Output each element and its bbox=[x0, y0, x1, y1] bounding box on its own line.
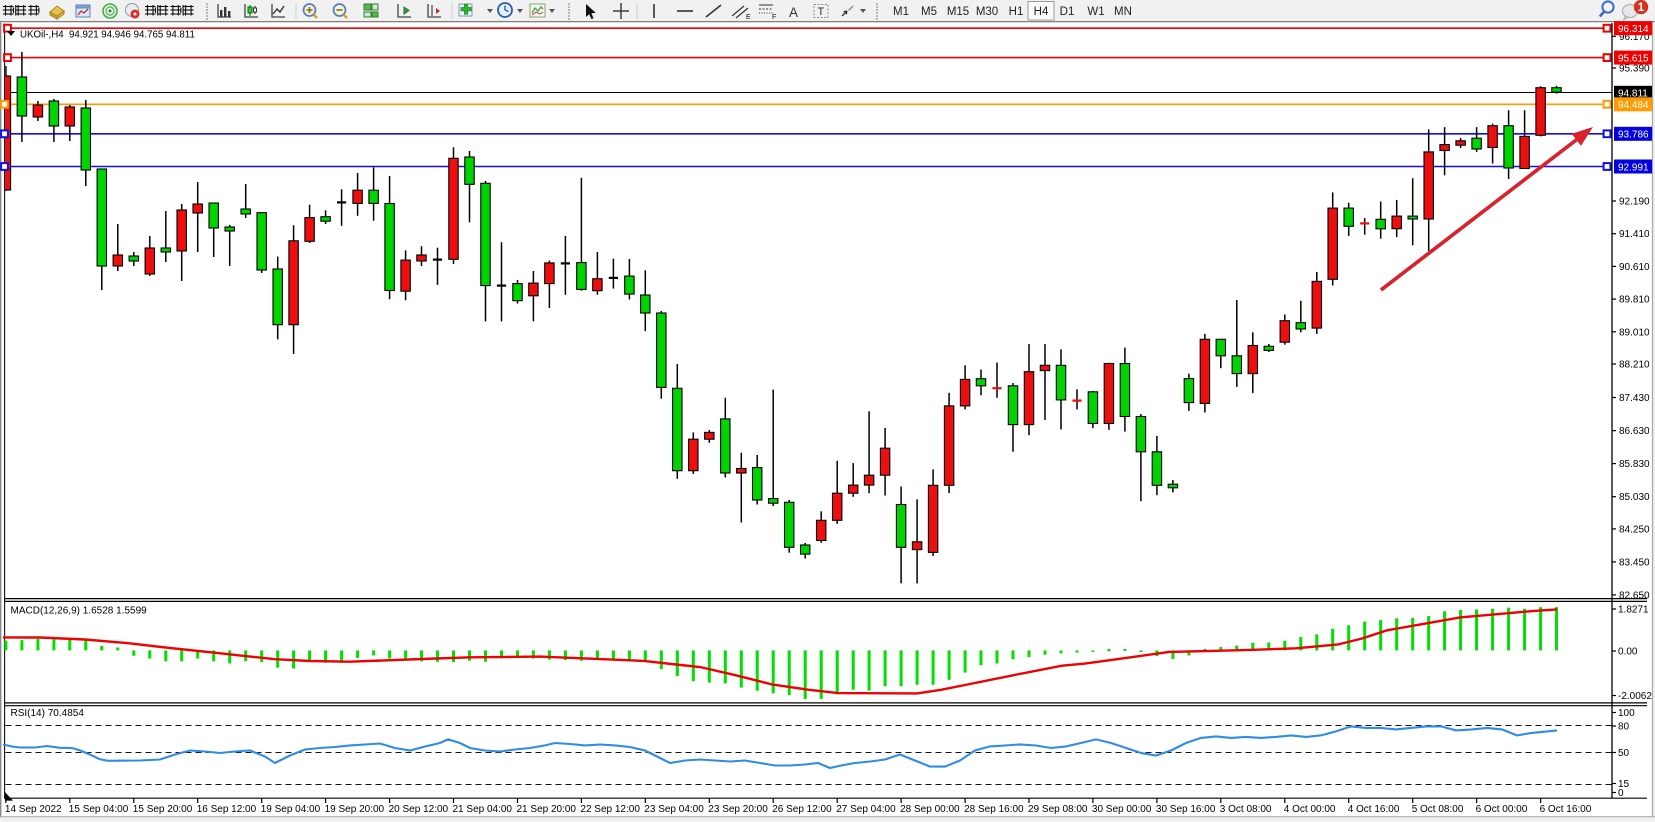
svg-text:85.030: 85.030 bbox=[1619, 492, 1650, 503]
svg-text:50: 50 bbox=[1618, 748, 1630, 759]
svg-text:85.830: 85.830 bbox=[1619, 459, 1650, 470]
svg-text:89.010: 89.010 bbox=[1619, 327, 1650, 338]
svg-text:W1: W1 bbox=[1087, 6, 1104, 18]
svg-text:H4: H4 bbox=[1034, 6, 1049, 18]
svg-text:D1: D1 bbox=[1060, 6, 1075, 18]
svg-text:0: 0 bbox=[1618, 788, 1624, 799]
svg-text:MN: MN bbox=[1114, 6, 1132, 18]
svg-text:80: 80 bbox=[1618, 722, 1630, 733]
svg-text:5 Oct 08:00: 5 Oct 08:00 bbox=[1412, 804, 1464, 815]
svg-text:94.811: 94.811 bbox=[1618, 89, 1648, 100]
svg-text:95.615: 95.615 bbox=[1618, 53, 1649, 64]
svg-text:92.991: 92.991 bbox=[1618, 162, 1649, 173]
svg-text:27 Sep 04:00: 27 Sep 04:00 bbox=[836, 804, 896, 815]
svg-text:15: 15 bbox=[1618, 779, 1630, 790]
svg-text:100: 100 bbox=[1618, 708, 1635, 719]
svg-text:RSI(14) 70.4854: RSI(14) 70.4854 bbox=[11, 708, 85, 719]
svg-text:90.610: 90.610 bbox=[1619, 262, 1650, 273]
svg-text:T: T bbox=[818, 6, 825, 18]
svg-text:6 Oct 00:00: 6 Oct 00:00 bbox=[1476, 804, 1528, 815]
svg-text:15 Sep 20:00: 15 Sep 20:00 bbox=[133, 804, 193, 815]
svg-text:M5: M5 bbox=[921, 6, 937, 18]
svg-text:28 Sep 16:00: 28 Sep 16:00 bbox=[964, 804, 1024, 815]
svg-text:1.8271: 1.8271 bbox=[1618, 605, 1649, 616]
svg-text:30 Sep 00:00: 30 Sep 00:00 bbox=[1092, 804, 1152, 815]
svg-text:91.410: 91.410 bbox=[1619, 229, 1650, 240]
svg-text:16 Sep 12:00: 16 Sep 12:00 bbox=[197, 804, 257, 815]
svg-text:29 Sep 08:00: 29 Sep 08:00 bbox=[1028, 804, 1088, 815]
svg-text:4 Oct 16:00: 4 Oct 16:00 bbox=[1348, 804, 1400, 815]
svg-text:84.250: 84.250 bbox=[1619, 524, 1650, 535]
svg-text:19 Sep 20:00: 19 Sep 20:00 bbox=[325, 804, 385, 815]
svg-text:83.450: 83.450 bbox=[1619, 557, 1650, 568]
svg-text:89.810: 89.810 bbox=[1619, 295, 1650, 306]
svg-text:-2.0062: -2.0062 bbox=[1618, 691, 1652, 702]
svg-text:M1: M1 bbox=[893, 6, 909, 18]
svg-text:15 Sep 04:00: 15 Sep 04:00 bbox=[69, 804, 129, 815]
svg-text:96.314: 96.314 bbox=[1618, 24, 1649, 35]
svg-text:86.630: 86.630 bbox=[1619, 426, 1650, 437]
svg-text:94.484: 94.484 bbox=[1618, 100, 1649, 111]
svg-text:H1: H1 bbox=[1009, 6, 1024, 18]
svg-text:95.390: 95.390 bbox=[1619, 64, 1650, 75]
svg-text:93.786: 93.786 bbox=[1618, 130, 1649, 141]
svg-text:30 Sep 16:00: 30 Sep 16:00 bbox=[1156, 804, 1216, 815]
svg-text:6 Oct 16:00: 6 Oct 16:00 bbox=[1540, 804, 1592, 815]
svg-text:MACD(12,26,9) 1.6528 1.5599: MACD(12,26,9) 1.6528 1.5599 bbox=[11, 606, 148, 617]
svg-text:21 Sep 20:00: 21 Sep 20:00 bbox=[517, 804, 577, 815]
svg-text:21 Sep 04:00: 21 Sep 04:00 bbox=[453, 804, 513, 815]
svg-text:82.650: 82.650 bbox=[1619, 590, 1650, 601]
svg-text:UKOil-,H4 94.921 94.946 94.76: UKOil-,H4 94.921 94.946 94.765 94.811 bbox=[20, 30, 195, 41]
svg-text:E: E bbox=[746, 14, 751, 21]
svg-text:19 Sep 04:00: 19 Sep 04:00 bbox=[261, 804, 321, 815]
svg-text:87.430: 87.430 bbox=[1619, 393, 1650, 404]
svg-text:F: F bbox=[772, 14, 776, 21]
svg-text:M30: M30 bbox=[976, 6, 998, 18]
svg-text:88.210: 88.210 bbox=[1619, 360, 1650, 371]
svg-text:M15: M15 bbox=[947, 6, 969, 18]
svg-text:1: 1 bbox=[1638, 2, 1645, 14]
svg-text:A: A bbox=[789, 5, 798, 20]
svg-text:23 Sep 20:00: 23 Sep 20:00 bbox=[708, 804, 768, 815]
svg-text:4 Oct 00:00: 4 Oct 00:00 bbox=[1284, 804, 1336, 815]
svg-text:96.170: 96.170 bbox=[1619, 32, 1650, 43]
svg-text:23 Sep 04:00: 23 Sep 04:00 bbox=[644, 804, 704, 815]
svg-text:22 Sep 12:00: 22 Sep 12:00 bbox=[580, 804, 640, 815]
svg-text:26 Sep 12:00: 26 Sep 12:00 bbox=[772, 804, 832, 815]
svg-text:28 Sep 00:00: 28 Sep 00:00 bbox=[900, 804, 960, 815]
svg-text:20 Sep 12:00: 20 Sep 12:00 bbox=[389, 804, 449, 815]
svg-text:0.00: 0.00 bbox=[1618, 647, 1638, 658]
svg-text:92.190: 92.190 bbox=[1619, 197, 1650, 208]
svg-text:14 Sep 2022: 14 Sep 2022 bbox=[5, 804, 62, 815]
svg-text:3 Oct 08:00: 3 Oct 08:00 bbox=[1220, 804, 1272, 815]
